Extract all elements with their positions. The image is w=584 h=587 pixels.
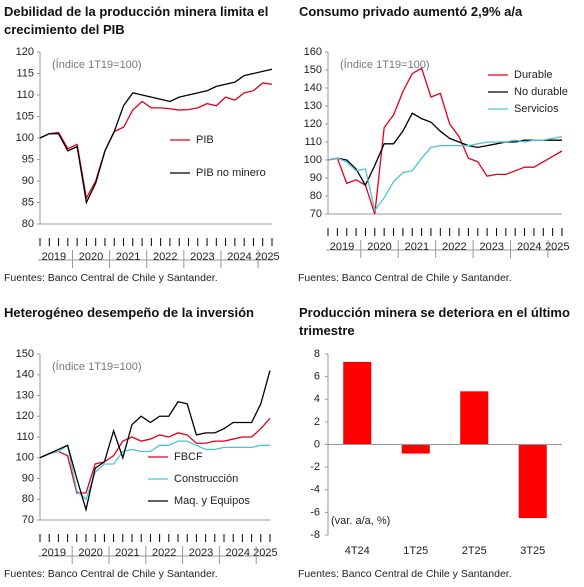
y-tick-label: 150 bbox=[16, 348, 34, 360]
year-label: 2023 bbox=[189, 547, 213, 559]
y-tick-label: 100 bbox=[16, 452, 34, 464]
y-tick-label: 120 bbox=[304, 118, 322, 130]
chart-title: Debilidad de la producción minera limita… bbox=[4, 4, 269, 37]
year-label: 2020 bbox=[78, 547, 102, 559]
legend-label: Maq. y Equipos bbox=[174, 495, 250, 507]
year-label: 2020 bbox=[79, 251, 103, 263]
year-label: 2022 bbox=[153, 251, 177, 263]
y-tick-label: 80 bbox=[22, 493, 34, 505]
bar bbox=[460, 391, 489, 445]
x-tick-label: 2T25 bbox=[462, 545, 487, 557]
legend-label: FBCF bbox=[174, 451, 203, 463]
y-tick-label: 0 bbox=[314, 438, 320, 450]
line-series bbox=[39, 82, 273, 201]
y-tick-label: -4 bbox=[310, 484, 320, 496]
y-tick-label: 150 bbox=[304, 64, 322, 76]
y-tick-label: 130 bbox=[16, 389, 34, 401]
y-tick-label: 6 bbox=[314, 371, 320, 383]
legend-label: No durable bbox=[514, 86, 568, 98]
year-label: 2019 bbox=[42, 547, 66, 559]
chart-title: Heterogéneo desempeño de la inversión bbox=[4, 305, 254, 320]
y-tick-label: 140 bbox=[304, 82, 322, 94]
year-label: 2020 bbox=[367, 241, 391, 253]
year-label: 2023 bbox=[480, 241, 504, 253]
y-tick-label: 100 bbox=[16, 132, 34, 144]
y-tick-label: 85 bbox=[22, 196, 34, 208]
line-series bbox=[327, 135, 563, 212]
line-series bbox=[327, 112, 562, 187]
y-tick-label: 110 bbox=[16, 89, 34, 101]
y-tick-label: 80 bbox=[310, 190, 322, 202]
year-label: 2019 bbox=[330, 241, 354, 253]
bar bbox=[343, 361, 372, 445]
year-label: 2025 bbox=[255, 251, 279, 263]
y-tick-label: 80 bbox=[22, 218, 34, 230]
x-tick-label: 4T24 bbox=[345, 545, 370, 557]
year-label: 2024 bbox=[517, 241, 541, 253]
y-tick-label: 100 bbox=[304, 154, 322, 166]
y-tick-label: 2 bbox=[314, 416, 320, 428]
chart-title: Producción minera se deteriora en el últ… bbox=[299, 305, 570, 338]
line-series bbox=[327, 67, 563, 215]
annotation: (Índice 1T19=100) bbox=[52, 58, 142, 71]
y-tick-label: 90 bbox=[310, 172, 322, 184]
line-series bbox=[39, 370, 271, 513]
annotation: (var. a/a, %) bbox=[331, 515, 390, 527]
y-tick-label: 110 bbox=[304, 136, 322, 148]
legend-label: PIB no minero bbox=[196, 167, 266, 179]
y-tick-label: 130 bbox=[304, 100, 322, 112]
y-tick-label: 70 bbox=[22, 514, 34, 526]
year-label: 2021 bbox=[115, 547, 139, 559]
bar bbox=[401, 444, 430, 454]
year-label: 2023 bbox=[190, 251, 214, 263]
y-tick-label: 95 bbox=[22, 153, 34, 165]
chart-title: Consumo privado aumentó 2,9% a/a bbox=[299, 4, 523, 19]
y-tick-label: 90 bbox=[22, 175, 34, 187]
x-tick-label: 3T25 bbox=[520, 545, 545, 557]
y-tick-label: -8 bbox=[310, 529, 320, 541]
legend-label: Servicios bbox=[514, 103, 559, 115]
year-label: 2024 bbox=[227, 251, 251, 263]
y-tick-label: 115 bbox=[16, 67, 34, 79]
y-tick-label: -2 bbox=[310, 461, 320, 473]
year-label: 2021 bbox=[116, 251, 140, 263]
y-tick-label: 120 bbox=[16, 46, 34, 58]
source: Fuentes: Banco Central de Chile y Santan… bbox=[298, 568, 512, 580]
year-label: 2022 bbox=[152, 547, 176, 559]
year-label: 2022 bbox=[442, 241, 466, 253]
legend-label: Construcción bbox=[174, 473, 238, 485]
y-tick-label: 8 bbox=[314, 348, 320, 360]
source: Fuentes: Banco Central de Chile y Santan… bbox=[298, 272, 512, 284]
line-series bbox=[39, 68, 273, 205]
bar bbox=[518, 444, 547, 519]
year-label: 2024 bbox=[226, 547, 250, 559]
source: Fuentes: Banco Central de Chile y Santan… bbox=[4, 568, 218, 580]
annotation: (Índice 1T19=100) bbox=[340, 58, 430, 71]
y-tick-label: 70 bbox=[310, 208, 322, 220]
year-label: 2025 bbox=[545, 241, 569, 253]
annotation: (Índice 1T19=100) bbox=[52, 360, 142, 373]
y-tick-label: -6 bbox=[310, 506, 320, 518]
y-tick-label: 140 bbox=[16, 369, 34, 381]
year-label: 2025 bbox=[253, 547, 277, 559]
y-tick-label: 160 bbox=[304, 46, 322, 58]
legend-label: PIB bbox=[196, 134, 214, 146]
source: Fuentes: Banco Central de Chile y Santan… bbox=[4, 272, 218, 284]
line-series bbox=[39, 440, 270, 501]
year-label: 2021 bbox=[405, 241, 429, 253]
y-tick-label: 90 bbox=[22, 472, 34, 484]
y-tick-label: 4 bbox=[314, 393, 320, 405]
year-label: 2019 bbox=[42, 251, 66, 263]
y-tick-label: 110 bbox=[16, 431, 34, 443]
legend-label: Durable bbox=[514, 69, 553, 81]
x-tick-label: 1T25 bbox=[403, 545, 428, 557]
y-tick-label: 105 bbox=[16, 110, 34, 122]
y-tick-label: 120 bbox=[16, 410, 34, 422]
